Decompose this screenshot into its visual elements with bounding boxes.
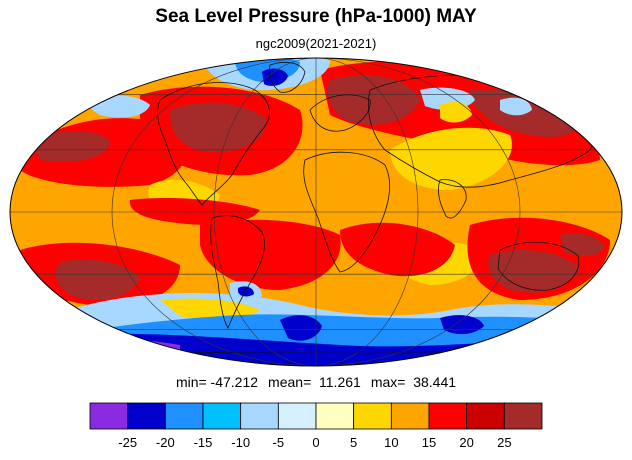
meridian-line: [213, 58, 419, 366]
colorbar-swatch: [353, 402, 392, 430]
coastline: [497, 241, 580, 291]
pressure-region: [55, 259, 140, 300]
colorbar-label: 25: [497, 435, 511, 450]
pressure-region: [169, 102, 266, 153]
stat-mean: mean= 11.261: [268, 374, 361, 390]
colorbar-label: -10: [231, 435, 250, 450]
colorbar-swatch: [127, 402, 166, 430]
colorbar-swatch: [202, 402, 242, 430]
meridian-line: [111, 58, 521, 366]
coastline: [210, 215, 265, 329]
map-title: Sea Level Pressure (hPa-1000) MAY: [155, 6, 477, 27]
field-statistics: min= -47.212 mean= 11.261 max= 38.441: [0, 374, 632, 390]
map-border: [9, 57, 623, 367]
map-subtitle: ngc2009(2021-2021): [255, 36, 377, 51]
colorbar-label: 10: [384, 435, 398, 450]
colorbar-label: 20: [459, 435, 473, 450]
colorbar-swatch: [164, 402, 204, 430]
pressure-region: [160, 298, 260, 320]
colorbar-swatch: [89, 402, 129, 430]
pressure-region: [440, 101, 472, 123]
coastline: [303, 151, 391, 273]
colorbar-label: -20: [156, 435, 175, 450]
colorbar-label: 0: [312, 435, 319, 450]
coastline: [309, 94, 371, 132]
pressure-region: [560, 233, 605, 257]
colorbar-swatch: [466, 402, 505, 430]
pressure-region: [500, 97, 532, 116]
pressure-region: [280, 315, 322, 341]
stat-max: max= 38.441: [370, 374, 457, 390]
pressure-region: [129, 198, 260, 225]
coastline: [269, 61, 306, 93]
pressure-region: [30, 131, 110, 162]
colorbar-label: 5: [350, 435, 357, 450]
pressure-region: [200, 219, 341, 290]
pressure-region: [262, 68, 288, 86]
stat-min: min= -47.212: [175, 374, 259, 390]
colorbar-label: -5: [273, 435, 285, 450]
coastline: [438, 179, 467, 219]
colorbar-label: -25: [118, 435, 137, 450]
pressure-region: [238, 286, 254, 297]
colorbar-swatch: [390, 402, 430, 430]
pressure-region: [340, 222, 455, 277]
colorbar-swatch: [240, 402, 279, 430]
colorbar-swatch: [503, 402, 543, 430]
pressure-region: [327, 74, 420, 125]
pressure-region: [390, 127, 512, 190]
colorbar-swatch: [428, 402, 468, 430]
colorbar-label: -15: [194, 435, 213, 450]
colorbar-label: 15: [422, 435, 436, 450]
colorbar-swatch: [315, 402, 355, 430]
colorbar-swatch: [277, 402, 317, 430]
graticule: [10, 58, 622, 366]
coastline: [157, 82, 270, 206]
